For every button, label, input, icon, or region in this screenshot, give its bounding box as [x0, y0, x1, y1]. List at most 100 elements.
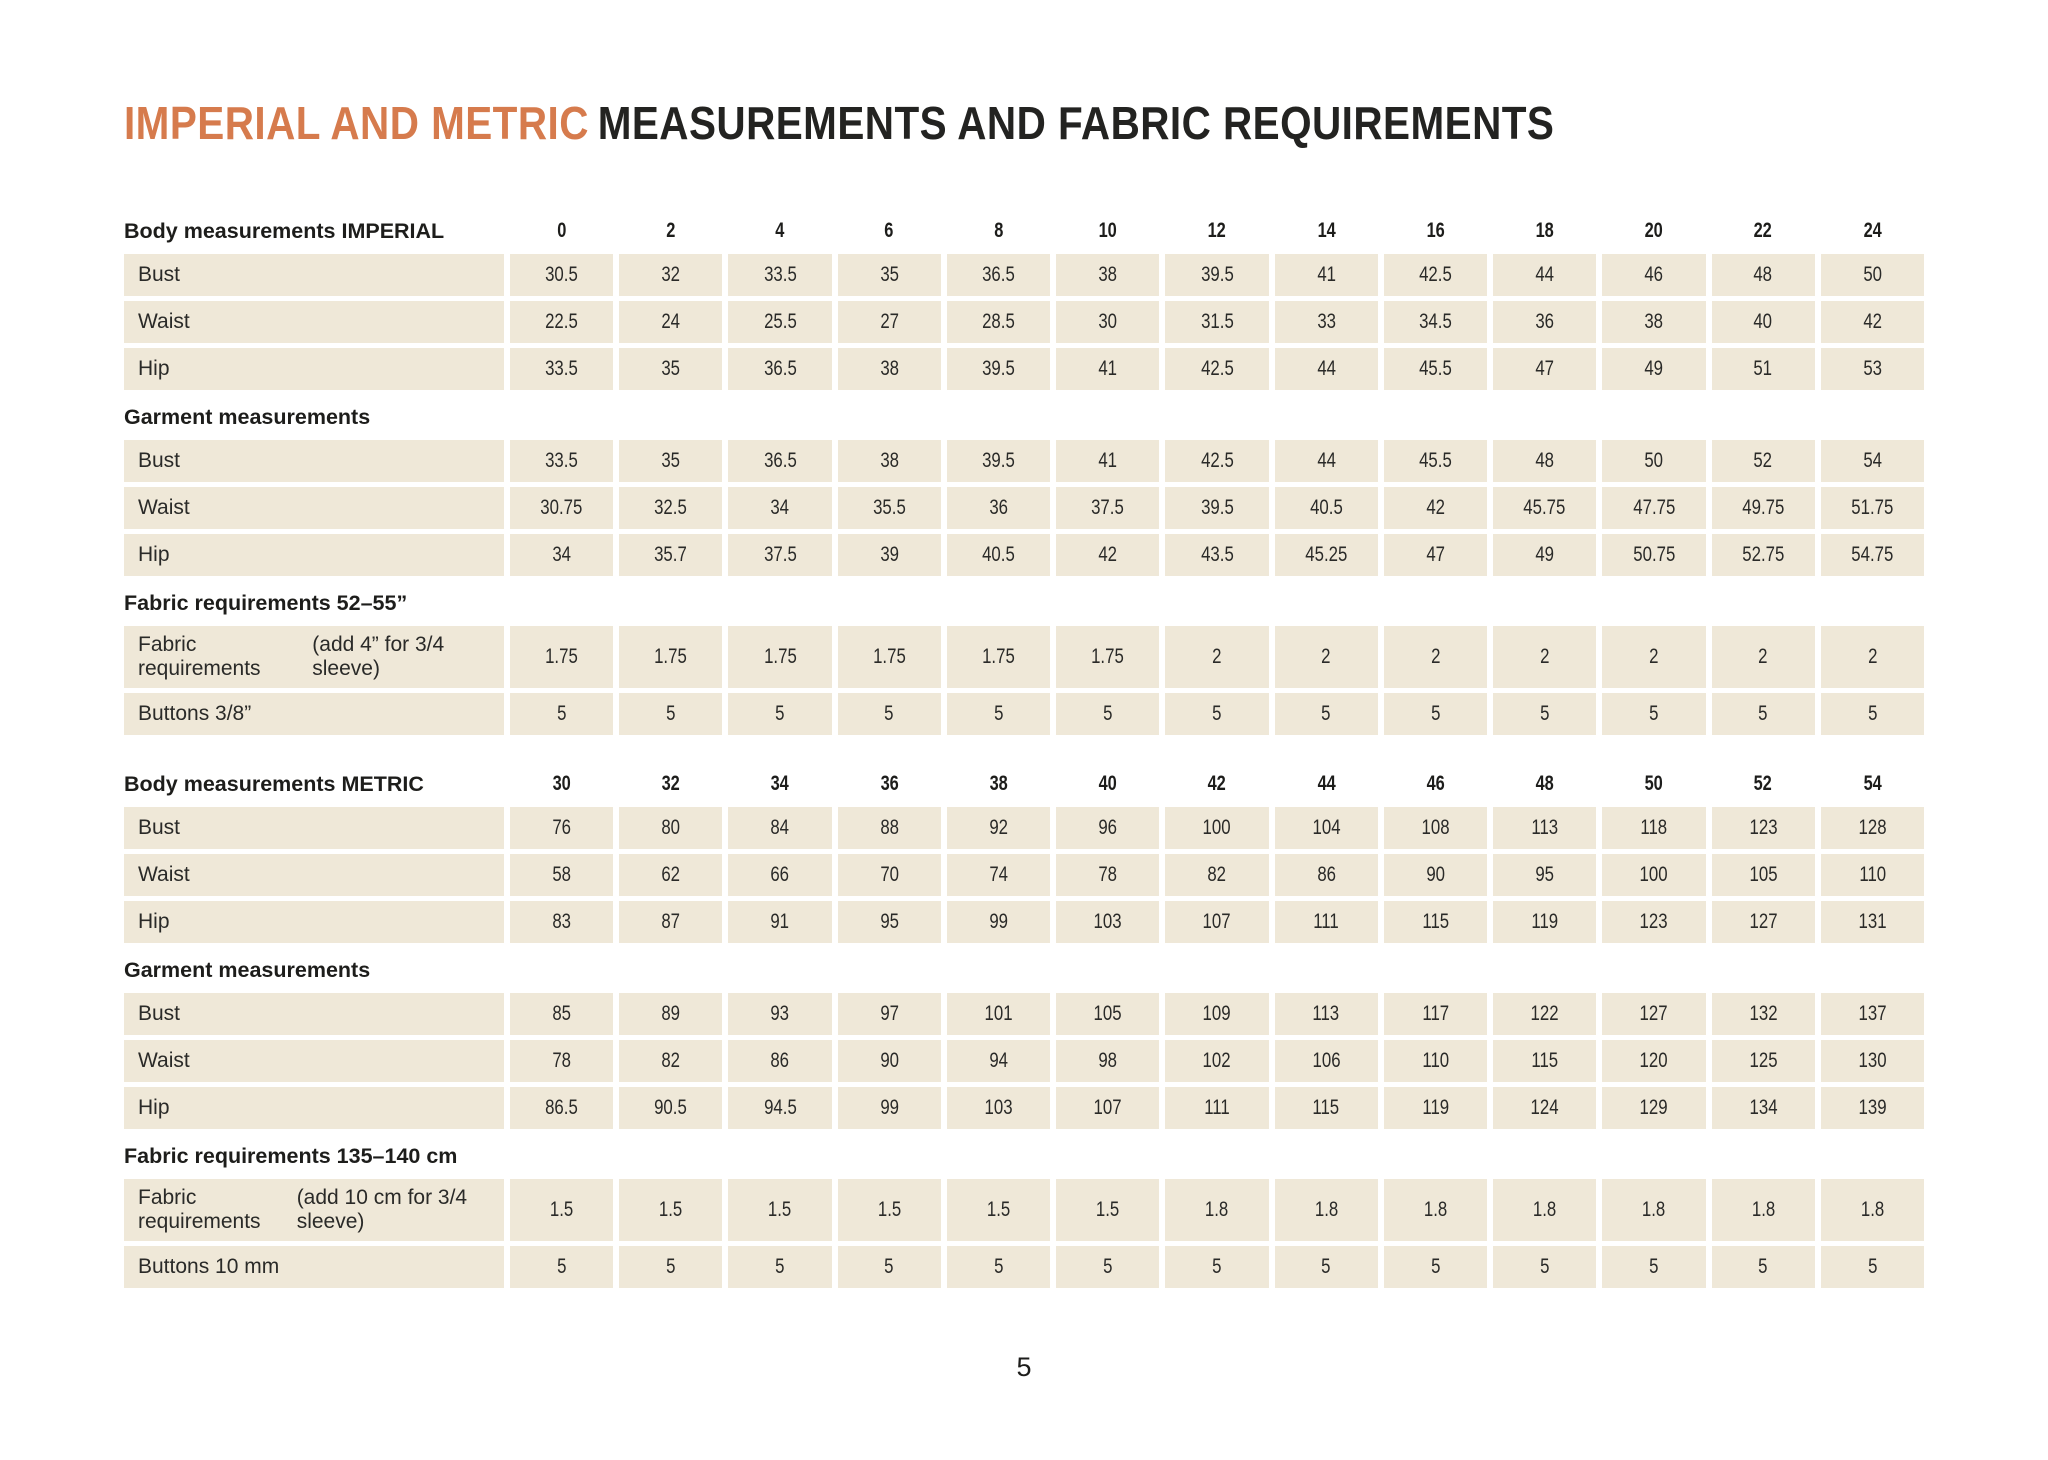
cell-value: 105 [1749, 863, 1778, 886]
row-label: Waist [124, 487, 504, 529]
size-header-value: 36 [880, 772, 899, 795]
empty-header-cell [1275, 951, 1378, 989]
empty-header-cell [1821, 1137, 1924, 1175]
size-header-value: 2 [666, 219, 676, 242]
empty-header-cell [1712, 584, 1815, 622]
value-cell: 100 [1165, 807, 1269, 849]
size-header-cell: 22 [1712, 212, 1815, 250]
row-label: Fabric requirements (add 4” for 3/4 sleev… [124, 626, 504, 688]
cell-value: 110 [1422, 1049, 1449, 1072]
value-cell: 5 [1165, 1246, 1269, 1288]
size-header-cell: 32 [619, 765, 722, 803]
value-cell: 35.7 [619, 534, 723, 576]
value-cell: 82 [619, 1040, 723, 1082]
value-cell: 115 [1493, 1040, 1597, 1082]
section-header-row: Fabric requirements 135–140 cm [124, 1137, 1924, 1175]
cell-value: 22.5 [545, 310, 578, 333]
empty-header-cell [1275, 584, 1378, 622]
cell-value: 5 [775, 1255, 785, 1278]
cell-value: 92 [989, 816, 1008, 839]
cell-value: 39.5 [982, 449, 1015, 472]
cell-value: 47 [1426, 543, 1445, 566]
size-header-value: 38 [989, 772, 1008, 795]
cell-value: 107 [1093, 1096, 1122, 1119]
value-cell: 54 [1820, 440, 1924, 482]
value-cell: 5 [1056, 1246, 1160, 1288]
cell-value: 39.5 [1200, 263, 1234, 286]
cell-value: 82 [1207, 863, 1227, 886]
value-cell: 119 [1493, 901, 1597, 943]
cell-value: 53 [1863, 357, 1882, 380]
value-cell: 1.5 [946, 1179, 1051, 1241]
empty-header-cell [1056, 1137, 1159, 1175]
value-cell: 1.5 [1056, 1179, 1160, 1241]
value-cell: 5 [1383, 693, 1488, 735]
value-cell: 122 [1493, 993, 1597, 1035]
cell-value: 35.5 [872, 496, 906, 519]
value-cell: 27 [837, 301, 941, 343]
value-cell: 51 [1711, 348, 1815, 390]
cell-value: 5 [1649, 702, 1659, 725]
value-cell: 30 [1056, 301, 1160, 343]
cell-value: 34 [552, 543, 571, 566]
size-header-value: 20 [1644, 219, 1664, 242]
value-cell: 49 [1602, 348, 1706, 390]
cell-value: 25.5 [763, 310, 797, 333]
value-cell: 2 [1383, 626, 1488, 688]
cell-value: 37.5 [1091, 496, 1125, 519]
cell-value: 1.75 [545, 645, 578, 668]
page-title: IMPERIAL AND METRIC MEASUREMENTS AND FABR… [124, 0, 1708, 150]
cell-value: 38 [1098, 263, 1118, 286]
cell-value: 1.8 [1532, 1198, 1557, 1221]
cell-value: 1.5 [659, 1198, 683, 1221]
value-cell: 47 [1493, 348, 1597, 390]
cell-value: 34.5 [1419, 310, 1452, 333]
cell-value: 5 [666, 1255, 676, 1278]
cell-value: 50.75 [1632, 543, 1675, 566]
cell-value: 115 [1312, 1096, 1340, 1119]
cell-value: 104 [1312, 816, 1341, 839]
size-header-cell: 34 [728, 765, 831, 803]
cell-value: 101 [984, 1002, 1013, 1025]
size-header-cell: 0 [510, 212, 613, 250]
empty-header-cell [1056, 584, 1159, 622]
empty-header-cell [510, 584, 613, 622]
value-cell: 129 [1602, 1087, 1706, 1129]
cell-value: 130 [1858, 1049, 1887, 1072]
size-header-cell: 46 [1384, 765, 1487, 803]
value-cell: 78 [510, 1040, 614, 1082]
cell-value: 48 [1753, 263, 1773, 286]
cell-value: 122 [1530, 1002, 1559, 1025]
empty-header-cell [1165, 951, 1268, 989]
cell-value: 46 [1644, 263, 1664, 286]
cell-value: 103 [984, 1096, 1013, 1119]
page-content: IMPERIAL AND METRIC MEASUREMENTS AND FABR… [124, 0, 1924, 1288]
empty-header-cell [1056, 398, 1159, 436]
row-label-line: Waist [138, 863, 190, 886]
value-cell: 5 [619, 1246, 723, 1288]
cell-value: 2 [1212, 645, 1222, 668]
section-header-label: Body measurements METRIC [124, 772, 424, 796]
cell-value: 88 [879, 816, 899, 839]
empty-header-cell [1384, 1137, 1487, 1175]
cell-value: 30 [1098, 310, 1118, 333]
value-cell: 42.5 [1165, 348, 1269, 390]
size-header-cell: 44 [1275, 765, 1378, 803]
empty-header-cell [1821, 584, 1924, 622]
value-cell: 25.5 [728, 301, 832, 343]
row-label: Hip [124, 534, 504, 576]
cell-value: 5 [1758, 702, 1768, 725]
cell-value: 43.5 [1200, 543, 1234, 566]
value-cell: 32 [619, 254, 723, 296]
table-row: Fabric requirements (add 10 cm for 3/4 sl… [124, 1179, 1924, 1241]
cell-value: 54 [1863, 449, 1882, 472]
cell-value: 5 [1321, 1255, 1331, 1278]
size-header-cell: 6 [838, 212, 941, 250]
value-cell: 130 [1820, 1040, 1924, 1082]
cell-value: 1.75 [872, 645, 906, 668]
cell-value: 5 [1212, 702, 1222, 725]
cell-value: 132 [1749, 1002, 1778, 1025]
value-cell: 49.75 [1711, 487, 1815, 529]
cell-value: 2 [1539, 645, 1550, 668]
cell-value: 34 [770, 496, 790, 519]
